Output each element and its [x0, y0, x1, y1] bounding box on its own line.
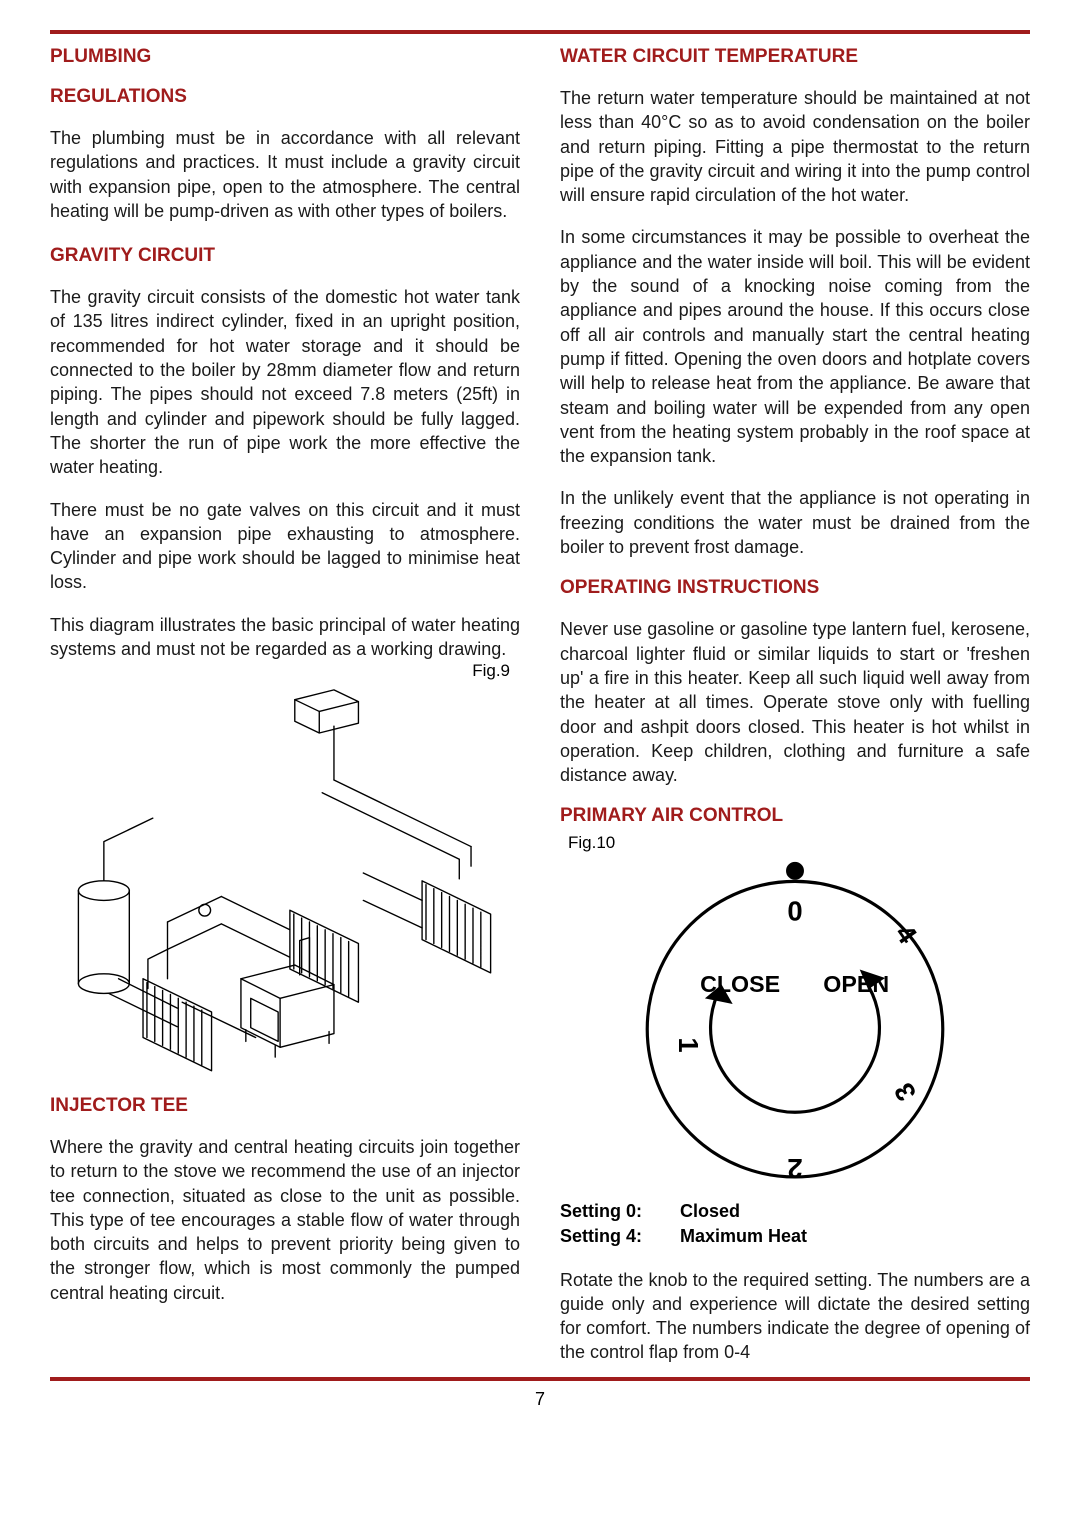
page-number: 7	[50, 1389, 1030, 1410]
para-water-1: The return water temperature should be m…	[560, 86, 1030, 207]
heading-operating: OPERATING INSTRUCTIONS	[560, 577, 1030, 599]
bottom-rule	[50, 1377, 1030, 1381]
para-injector: Where the gravity and central heating ci…	[50, 1135, 520, 1305]
setting4-value: Maximum Heat	[680, 1224, 807, 1249]
fig9-diagram	[50, 685, 520, 1077]
fig10-dial: 0 1 2 3 4 CLOSE OPEN	[605, 855, 985, 1193]
dial-num-4: 4	[889, 919, 924, 950]
fig9-label: Fig.9	[50, 661, 520, 681]
setting0-value: Closed	[680, 1199, 740, 1224]
fig10-label: Fig.10	[560, 833, 1030, 853]
dial-num-1: 1	[673, 1038, 704, 1053]
dial-num-2: 2	[787, 1153, 802, 1184]
para-gravity-1: The gravity circuit consists of the dome…	[50, 285, 520, 479]
settings-block: Setting 0: Closed Setting 4: Maximum Hea…	[560, 1199, 1030, 1249]
para-rotate: Rotate the knob to the required setting.…	[560, 1268, 1030, 1365]
heading-water: WATER CIRCUIT TEMPERATURE	[560, 46, 1030, 68]
dial-close-label: CLOSE	[700, 972, 780, 998]
right-column: WATER CIRCUIT TEMPERATURE The return wat…	[560, 46, 1030, 1365]
para-gravity-3: This diagram illustrates the basic princ…	[50, 613, 520, 662]
para-regulations: The plumbing must be in accordance with …	[50, 126, 520, 223]
left-column: PLUMBING REGULATIONS The plumbing must b…	[50, 46, 520, 1365]
dial-num-0: 0	[787, 896, 802, 927]
setting4-label: Setting 4:	[560, 1224, 680, 1249]
heading-plumbing: PLUMBING	[50, 46, 520, 68]
heading-gravity: GRAVITY CIRCUIT	[50, 245, 520, 267]
heading-primary: PRIMARY AIR CONTROL	[560, 805, 1030, 827]
heading-injector: INJECTOR TEE	[50, 1095, 520, 1117]
content-columns: PLUMBING REGULATIONS The plumbing must b…	[50, 46, 1030, 1365]
para-water-2: In some circumstances it may be possible…	[560, 225, 1030, 468]
heading-regulations: REGULATIONS	[50, 86, 520, 108]
dial-open-label: OPEN	[823, 972, 889, 998]
para-operating: Never use gasoline or gasoline type lant…	[560, 617, 1030, 787]
setting0-label: Setting 0:	[560, 1199, 680, 1224]
para-water-3: In the unlikely event that the appliance…	[560, 486, 1030, 559]
para-gravity-2: There must be no gate valves on this cir…	[50, 498, 520, 595]
top-rule	[50, 30, 1030, 34]
dial-num-3: 3	[888, 1078, 922, 1107]
